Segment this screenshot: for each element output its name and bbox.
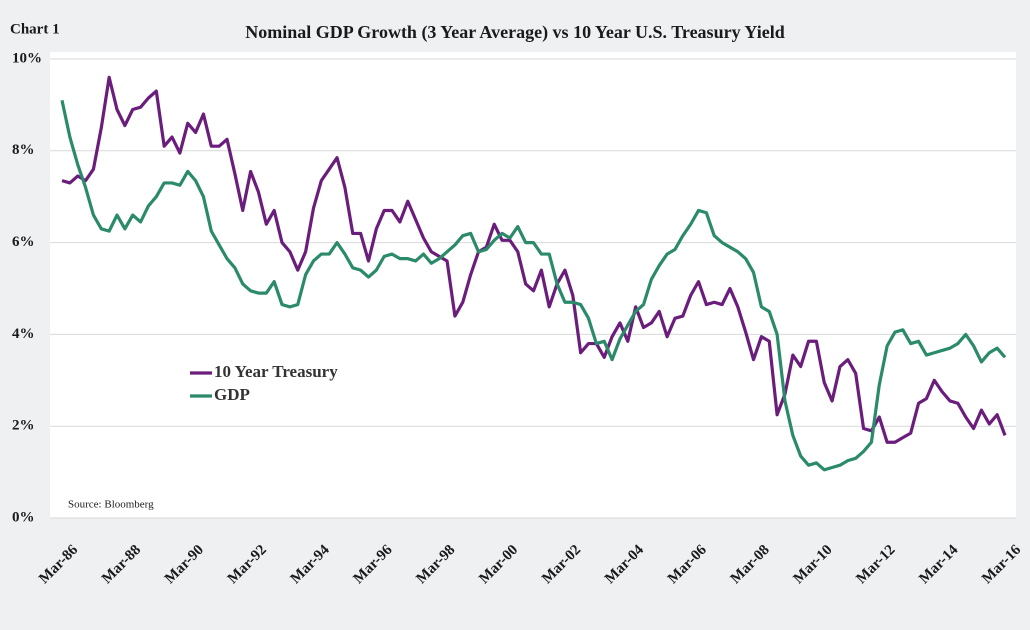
y-tick-label: 2% — [12, 418, 35, 434]
y-tick-label: 10% — [12, 50, 42, 66]
source-note: Source: Bloomberg — [68, 499, 154, 511]
line-series — [60, 99, 1007, 472]
y-tick-label: 6% — [12, 234, 35, 250]
chart-title: Nominal GDP Growth (3 Year Average) vs 1… — [245, 22, 784, 43]
y-tick-label: 4% — [12, 326, 35, 342]
legend-label: GDP — [214, 385, 250, 404]
plot-area — [50, 52, 1016, 518]
legend-label: 10 Year Treasury — [214, 362, 338, 381]
y-tick-label: 0% — [12, 509, 35, 525]
chart-label: Chart 1 — [10, 21, 60, 37]
line-series — [61, 75, 1007, 444]
y-tick-label: 8% — [12, 142, 35, 158]
